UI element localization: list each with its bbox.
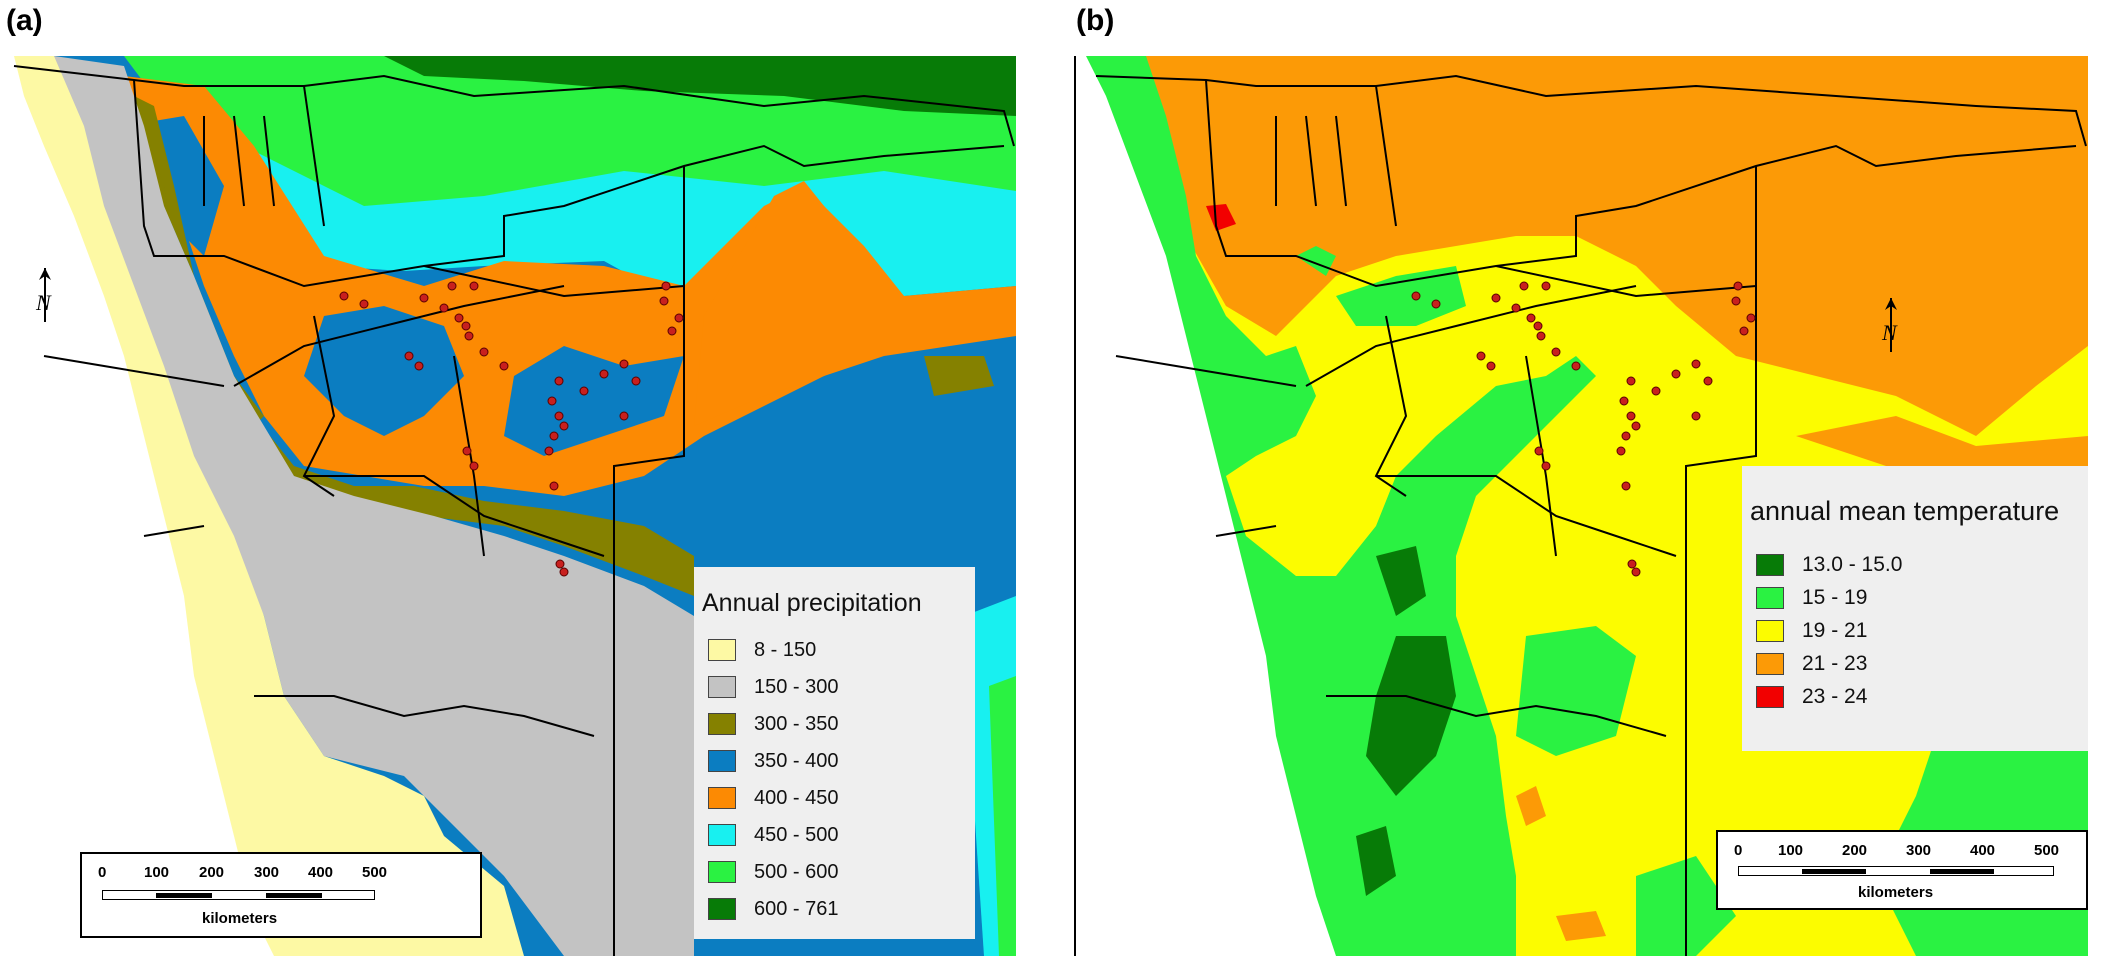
scale-tick-label: 500 — [2034, 842, 2060, 859]
legend-swatch — [708, 676, 736, 698]
legend-swatch — [1756, 587, 1784, 609]
legend-item: 150 - 300 — [708, 674, 839, 700]
scale-bar: 0 100 200 300 400 500 kilometers — [1716, 830, 2088, 910]
panel-label-b: (b) — [1076, 4, 1115, 37]
legend-swatch — [708, 750, 736, 772]
scale-bar-segment — [1930, 869, 1994, 874]
legend-swatch — [1756, 620, 1784, 642]
temperature-map: N annual mean temperature 13.0 - 15.0 15… — [1076, 56, 2088, 956]
legend-item: 450 - 500 — [708, 822, 839, 848]
legend-item-label: 500 - 600 — [754, 860, 839, 883]
legend-item-label: 19 - 21 — [1802, 619, 1868, 642]
scale-tick-label: 300 — [254, 864, 280, 881]
legend-swatch — [708, 639, 736, 661]
scale-tick-label: 400 — [1970, 842, 1996, 859]
legend-item-label: 400 - 450 — [754, 786, 839, 809]
legend-item-label: 450 - 500 — [754, 823, 839, 846]
legend-item: 23 - 24 — [1756, 684, 1867, 710]
svg-text:N: N — [1881, 320, 1898, 345]
scale-tick-label: 400 — [308, 864, 334, 881]
legend-item-label: 300 - 350 — [754, 712, 839, 735]
scale-tick-label: 0 — [1734, 842, 1743, 859]
legend-item: 8 - 150 — [708, 637, 816, 663]
legend-swatch — [708, 787, 736, 809]
legend-item: 15 - 19 — [1756, 585, 1867, 611]
scale-tick-label: 100 — [144, 864, 170, 881]
scale-bar-segment — [1802, 869, 1866, 874]
precipitation-raster — [4, 56, 1016, 956]
precipitation-legend: Annual precipitation 8 - 150 150 - 300 3… — [694, 567, 975, 939]
legend-item-label: 21 - 23 — [1802, 652, 1868, 675]
legend-item: 600 - 761 — [708, 896, 839, 922]
scale-unit-label: kilometers — [1858, 884, 1934, 901]
scale-tick-label: 300 — [1906, 842, 1932, 859]
legend-swatch — [708, 898, 736, 920]
legend-item-label: 15 - 19 — [1802, 586, 1868, 609]
scale-tick-label: 200 — [1842, 842, 1868, 859]
legend-swatch — [708, 713, 736, 735]
temperature-legend: annual mean temperature 13.0 - 15.0 15 -… — [1742, 466, 2088, 751]
map-frame-edge — [1074, 56, 1076, 956]
legend-item: 500 - 600 — [708, 859, 839, 885]
scale-bar-outline — [1738, 866, 2054, 876]
legend-swatch — [1756, 554, 1784, 576]
legend-item: 13.0 - 15.0 — [1756, 552, 1902, 578]
legend-title: annual mean temperature — [1750, 496, 2060, 526]
temperature-raster — [1076, 56, 2088, 956]
scale-tick-label: 500 — [362, 864, 388, 881]
legend-item-label: 600 - 761 — [754, 897, 839, 920]
legend-item-label: 150 - 300 — [754, 675, 839, 698]
legend-swatch — [1756, 686, 1784, 708]
legend-swatch — [708, 861, 736, 883]
scale-tick-label: 200 — [199, 864, 225, 881]
legend-item-label: 8 - 150 — [754, 638, 817, 661]
svg-text:N: N — [35, 290, 52, 315]
legend-item-label: 350 - 400 — [754, 749, 839, 772]
scale-bar: 0 100 200 300 400 500 kilometers — [80, 852, 482, 938]
legend-item: 350 - 400 — [708, 748, 839, 774]
scale-tick-label: 0 — [98, 864, 107, 881]
scale-bar-segment — [156, 893, 212, 898]
legend-item: 400 - 450 — [708, 785, 839, 811]
legend-item: 300 - 350 — [708, 711, 839, 737]
legend-swatch — [1756, 653, 1784, 675]
precipitation-map: N Annual precipitation 8 - 150 150 - 300… — [4, 56, 1016, 956]
legend-swatch — [708, 824, 736, 846]
scale-tick-label: 100 — [1778, 842, 1804, 859]
legend-item-label: 23 - 24 — [1802, 685, 1868, 708]
legend-item-label: 13.0 - 15.0 — [1802, 553, 1903, 576]
legend-title: Annual precipitation — [702, 589, 922, 617]
scale-unit-label: kilometers — [202, 910, 278, 927]
panel-label-a: (a) — [6, 4, 43, 37]
legend-item: 21 - 23 — [1756, 651, 1867, 677]
legend-item: 19 - 21 — [1756, 618, 1867, 644]
scale-bar-segment — [266, 893, 322, 898]
scale-bar-outline — [102, 890, 375, 900]
